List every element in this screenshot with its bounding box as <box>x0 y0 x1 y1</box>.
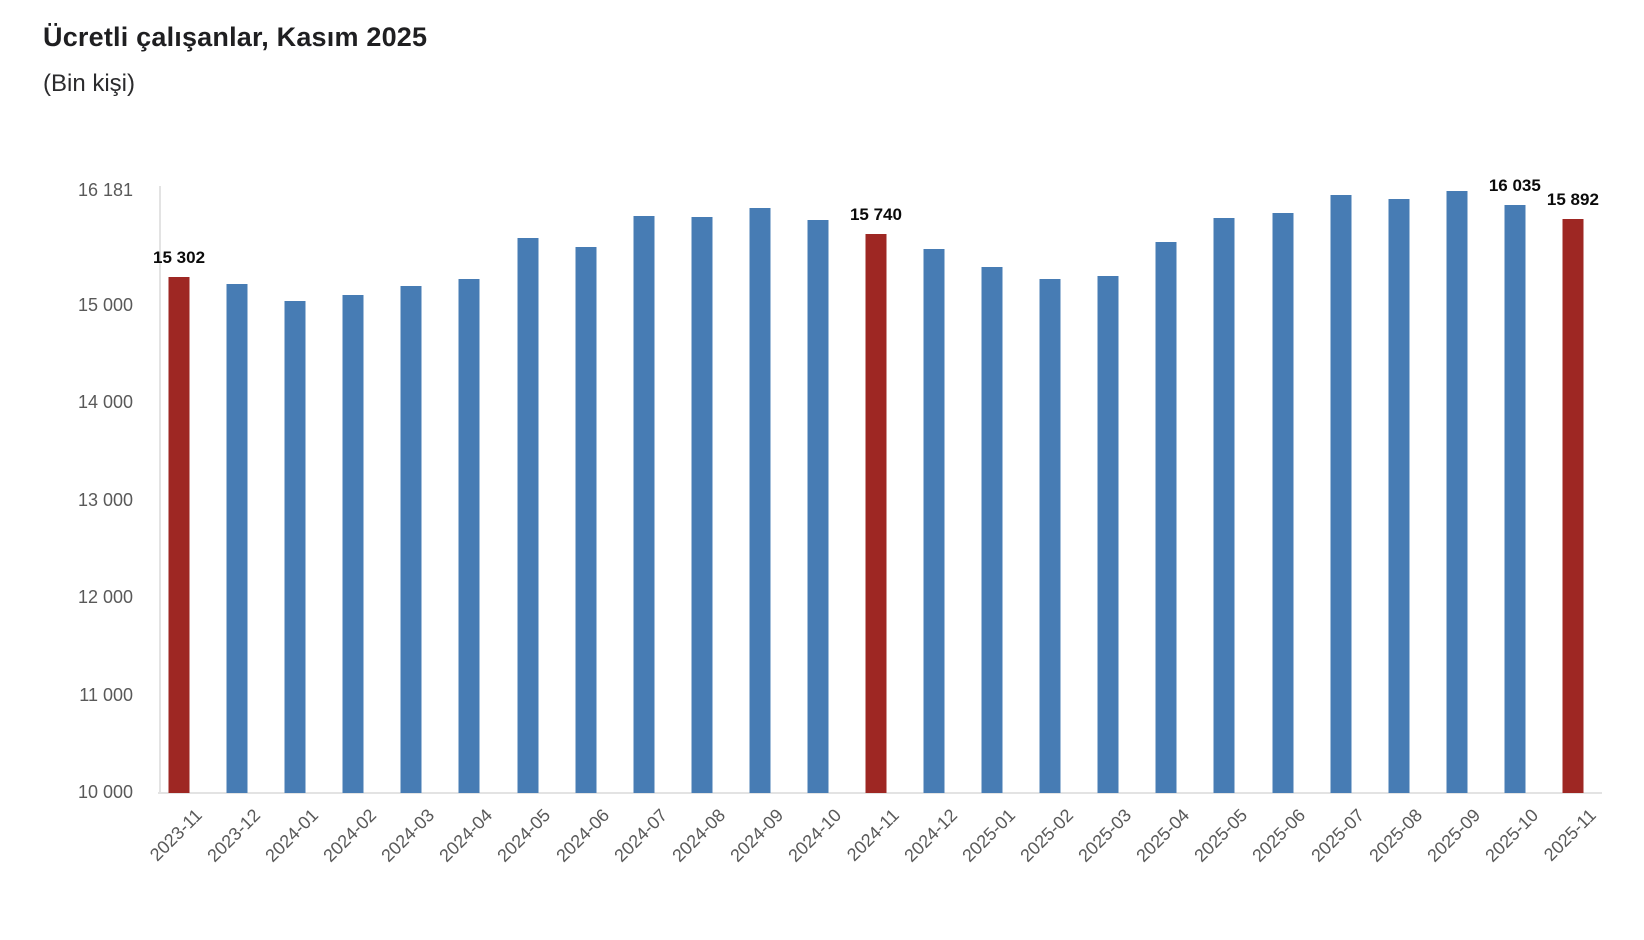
y-axis-tick-label: 12 000 <box>77 587 133 608</box>
x-axis-tick-label: 2023-11 <box>146 805 207 865</box>
bar-2024-05 <box>517 238 538 793</box>
bar-2024-11 <box>865 234 887 793</box>
bar-2025-10 <box>1504 205 1526 793</box>
bar-2024-07 <box>633 216 655 793</box>
bar-slot: 2024-02 <box>320 191 382 866</box>
bar-2024-03 <box>400 286 422 793</box>
bar-value-label-2024-11: 15 740 <box>849 205 902 224</box>
x-axis-tick-label: 2025-03 <box>1074 805 1136 866</box>
bar-slot: 2023-12 <box>203 191 266 866</box>
bar-slot: 2024-10 <box>784 191 847 866</box>
x-axis-tick-label: 2024-10 <box>784 805 846 866</box>
y-axis-tick-label: 16 181 <box>77 180 133 200</box>
bar-slot: 15 302 2023-11 <box>146 191 208 865</box>
bar-2023-12 <box>226 284 248 793</box>
bar-2024-12 <box>923 249 945 793</box>
bar-slot: 2024-03 <box>378 191 440 866</box>
y-axis-tick-label: 11 000 <box>79 684 133 705</box>
bar-slot: 2024-07 <box>610 191 673 866</box>
x-axis-tick-label: 2024-11 <box>843 805 904 865</box>
x-axis-tick-label: 2024-05 <box>493 805 555 866</box>
x-axis-line <box>158 792 1602 794</box>
bar-2024-09 <box>749 208 771 793</box>
x-axis-tick-label: 2025-08 <box>1364 805 1426 866</box>
bar-slot: 2024-12 <box>900 191 963 866</box>
y-axis-tick-label: 10 000 <box>77 782 133 802</box>
bar-value-label-2025-10: 16 035 <box>1488 176 1541 195</box>
x-axis-tick-label: 2024-01 <box>261 805 323 866</box>
bar-2023-11 <box>168 277 190 793</box>
bar-2025-02 <box>1039 279 1061 793</box>
y-axis-line <box>159 186 161 793</box>
bar-2024-02 <box>342 295 364 793</box>
bar-2025-03 <box>1097 276 1119 793</box>
x-axis-tick-label: 2025-05 <box>1190 805 1252 866</box>
bar-slot: 2024-09 <box>726 191 789 866</box>
bar-slot: 2024-01 <box>261 191 324 866</box>
bar-slot: 2025-02 <box>1017 191 1079 866</box>
bar-2024-06 <box>575 247 597 793</box>
x-axis-tick-label: 2024-04 <box>435 805 497 866</box>
x-axis-tick-label: 2024-06 <box>551 805 613 866</box>
x-axis-tick-label: 2024-09 <box>726 805 787 866</box>
x-axis-tick-label: 2024-12 <box>900 805 962 866</box>
y-axis-tick-label: 13 000 <box>77 489 133 510</box>
bar-slot: 2025-09 <box>1423 191 1486 866</box>
x-axis-tick-label: 2025-02 <box>1016 805 1078 866</box>
y-axis-tick-label: 15 000 <box>77 295 133 316</box>
bar-slot: 15 740 2024-11 <box>843 191 905 865</box>
x-axis-tick-label: 2024-03 <box>377 805 439 866</box>
bar-2024-08 <box>691 217 713 793</box>
bar-value-label-2023-11: 15 302 <box>153 248 206 267</box>
bar-slot: 2024-05 <box>494 191 556 866</box>
x-axis-tick-label: 2025-07 <box>1306 805 1368 866</box>
bar-2024-10 <box>807 220 829 793</box>
x-axis-tick-label: 2024-08 <box>668 805 729 866</box>
x-axis-tick-label: 2025-10 <box>1481 805 1542 866</box>
bar-slot: 2024-08 <box>668 191 731 866</box>
bar-2025-08 <box>1388 199 1410 793</box>
x-axis-tick-label: 2025-11 <box>1540 805 1601 865</box>
bar-slot: 2025-04 <box>1133 191 1195 866</box>
bar-slot: 2025-08 <box>1365 191 1428 866</box>
bar-2025-04 <box>1155 242 1177 793</box>
x-axis-tick-label: 2023-12 <box>203 805 265 866</box>
chart-subtitle: (Bin kişi) <box>43 70 136 97</box>
bar-2025-07 <box>1330 195 1352 793</box>
bar-slot: 2024-04 <box>436 191 498 866</box>
bar-slot: 2025-03 <box>1075 191 1137 866</box>
bar-2025-09 <box>1446 191 1468 793</box>
bar-slot: 15 892 2025-11 <box>1540 190 1602 865</box>
y-axis: 16 181 15 000 14 000 13 000 12 000 11 000 10 0… <box>0 0 133 940</box>
bar-2025-01 <box>981 267 1003 793</box>
chart-title: Ücretli çalışanlar, Kasım 2025 <box>43 22 428 52</box>
bar-slot: 2024-06 <box>552 191 615 866</box>
x-axis-tick-label: 2024-07 <box>609 805 671 866</box>
bar-slot: 2025-05 <box>1191 191 1253 866</box>
bar-value-label-2025-11: 15 892 <box>1546 190 1599 209</box>
bar-2025-06 <box>1272 213 1294 793</box>
bar-slot: 16 035 2025-10 <box>1481 176 1544 866</box>
bar-2025-11 <box>1562 219 1584 793</box>
bar-slot: 2025-07 <box>1307 191 1370 866</box>
bar-slot: 2025-01 <box>958 191 1021 866</box>
x-axis-tick-label: 2025-01 <box>958 805 1020 866</box>
bar-2024-01 <box>284 301 306 793</box>
x-axis-tick-label: 2025-09 <box>1423 805 1484 866</box>
bar-2024-04 <box>458 279 480 793</box>
x-axis-tick-label: 2025-04 <box>1132 805 1194 866</box>
y-axis-tick-label: 14 000 <box>77 392 133 413</box>
x-axis-tick-label: 2024-02 <box>319 805 381 866</box>
bar-slot: 2025-06 <box>1249 191 1311 866</box>
bars-container: 15 302 2023-11 2023-12 2024-01 2024-02 2024-0… <box>146 176 1602 866</box>
bar-2025-05 <box>1213 218 1235 793</box>
x-axis-tick-label: 2025-06 <box>1248 805 1310 866</box>
